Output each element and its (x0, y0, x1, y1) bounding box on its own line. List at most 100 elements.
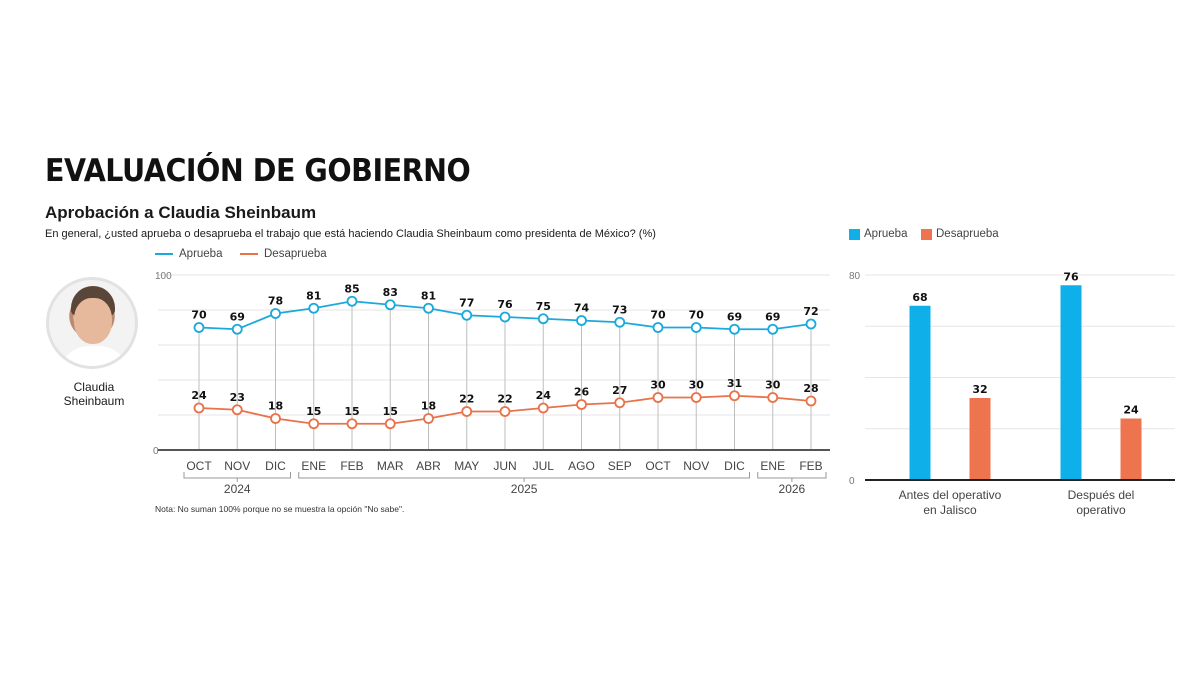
x-tick-label: FEB (340, 459, 363, 473)
chart-subtitle: Aprobación a Claudia Sheinbaum (45, 203, 317, 222)
data-point-desaprueba (346, 418, 358, 430)
data-label-aprueba: 73 (612, 303, 627, 316)
bar-legend-item-aprueba: Aprueba (849, 228, 907, 240)
bar-value-label: 76 (1063, 270, 1079, 283)
portrait-caption: Claudia Sheinbaum (50, 380, 138, 408)
bar-desaprueba (969, 398, 991, 480)
data-point-aprueba (537, 313, 549, 325)
data-label-aprueba: 70 (689, 309, 705, 322)
data-label-desaprueba: 24 (536, 389, 552, 402)
page-title: EVALUACIÓN DE GOBIERNO (45, 153, 471, 189)
data-label-aprueba: 72 (803, 305, 818, 318)
data-label-desaprueba: 18 (421, 400, 436, 413)
x-tick-label: NOV (224, 459, 250, 473)
x-tick-label: DIC (265, 459, 286, 473)
bar-desaprueba (1120, 418, 1142, 480)
data-label-desaprueba: 26 (574, 386, 590, 399)
data-point-desaprueba (576, 399, 587, 410)
data-point-desaprueba (690, 392, 702, 403)
data-point-desaprueba (805, 395, 817, 407)
data-label-desaprueba: 18 (268, 400, 283, 413)
data-point-desaprueba (652, 392, 664, 403)
portrait-name-last: Sheinbaum (63, 394, 125, 408)
x-tick-label: NOV (683, 459, 709, 473)
x-category-label: operativo (1076, 503, 1126, 517)
data-label-aprueba: 69 (230, 310, 245, 323)
data-point-aprueba (193, 322, 205, 333)
data-point-aprueba (423, 302, 434, 314)
data-label-aprueba: 81 (421, 289, 436, 302)
data-point-aprueba (652, 322, 664, 333)
year-label: 2026 (779, 482, 806, 496)
data-label-aprueba: 85 (344, 282, 359, 295)
x-tick-label: ABR (416, 459, 441, 473)
bar-value-label: 68 (912, 291, 927, 304)
y-tick-label: 100 (155, 271, 172, 282)
bar-value-label: 24 (1123, 404, 1139, 417)
bar-aprueba (1060, 285, 1082, 480)
data-point-desaprueba (461, 406, 473, 417)
legend-item-desaprueba: Desaprueba (240, 248, 327, 260)
data-label-aprueba: 75 (536, 300, 551, 313)
data-point-aprueba (384, 299, 396, 311)
x-category-label: en Jalisco (923, 503, 977, 517)
data-point-desaprueba (499, 406, 511, 417)
data-label-desaprueba: 23 (230, 391, 245, 404)
legend-swatch-desaprueba (240, 253, 258, 255)
legend-label-aprueba: Aprueba (179, 248, 223, 260)
data-point-desaprueba (729, 390, 740, 402)
x-category-label: Después del (1068, 488, 1135, 502)
x-tick-label: ENE (760, 459, 785, 473)
legend-item-aprueba: Aprueba (155, 248, 222, 260)
data-label-aprueba: 69 (765, 310, 780, 323)
bar-legend-item-desaprueba: Desaprueba (921, 228, 999, 240)
data-label-aprueba: 70 (191, 309, 207, 322)
data-label-desaprueba: 22 (497, 393, 512, 406)
data-label-desaprueba: 22 (459, 393, 474, 406)
data-point-desaprueba (193, 402, 205, 414)
bar-legend-label-desaprueba: Desaprueba (936, 228, 999, 240)
data-point-desaprueba (423, 413, 434, 424)
x-tick-label: JUN (493, 459, 516, 473)
data-label-desaprueba: 24 (191, 389, 207, 402)
data-label-aprueba: 81 (306, 289, 321, 302)
legend-swatch-aprueba (155, 253, 173, 255)
data-point-aprueba (576, 315, 587, 326)
data-point-desaprueba (270, 413, 281, 424)
year-label: 2024 (224, 482, 251, 496)
data-label-desaprueba: 30 (689, 379, 705, 392)
data-point-aprueba (805, 318, 817, 330)
data-label-desaprueba: 30 (650, 379, 666, 392)
x-category-label: Antes del operativo (899, 488, 1002, 502)
data-point-desaprueba (384, 418, 396, 430)
y-tick-label: 0 (849, 476, 855, 487)
portrait-name-first: Claudia (73, 380, 115, 394)
x-tick-label: MAR (377, 459, 404, 473)
portrait-face (74, 298, 112, 344)
data-point-desaprueba (231, 404, 243, 416)
data-point-aprueba (767, 323, 779, 335)
data-point-aprueba (614, 316, 626, 328)
portrait-shirt (59, 346, 129, 366)
data-point-aprueba (346, 295, 358, 307)
legend-label-desaprueba: Desaprueba (264, 248, 327, 260)
data-label-desaprueba: 31 (727, 377, 742, 390)
data-label-desaprueba: 15 (306, 405, 321, 418)
bar-value-label: 32 (972, 383, 987, 396)
data-point-desaprueba (537, 402, 549, 414)
x-tick-label: ENE (301, 459, 326, 473)
data-label-aprueba: 74 (574, 302, 590, 315)
data-label-desaprueba: 15 (344, 405, 359, 418)
footnote: Nota: No suman 100% porque no se muestra… (155, 504, 405, 514)
data-label-desaprueba: 27 (612, 384, 627, 397)
x-tick-label: SEP (608, 459, 632, 473)
data-point-aprueba (270, 308, 281, 319)
x-tick-label: FEB (799, 459, 822, 473)
data-label-desaprueba: 30 (765, 379, 781, 392)
y-tick-label: 0 (153, 446, 159, 457)
bar-legend-swatch-desaprueba (921, 228, 932, 240)
data-point-aprueba (308, 302, 320, 314)
portrait-photo (46, 277, 138, 369)
